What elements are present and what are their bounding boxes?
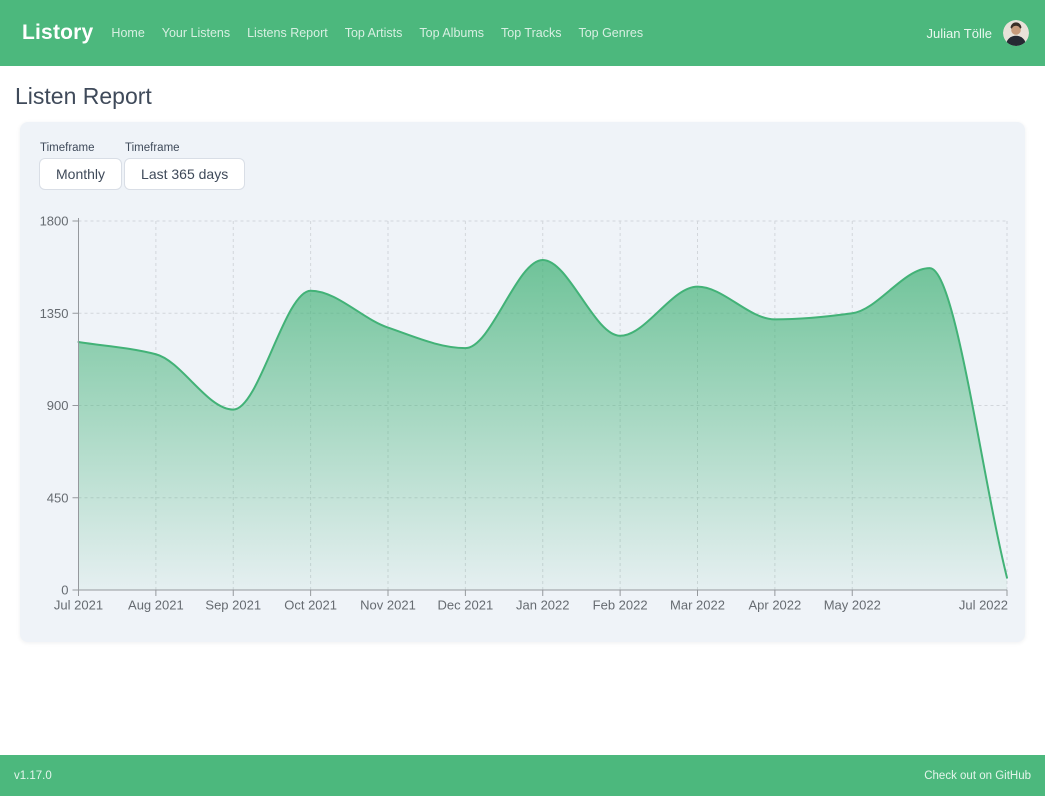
- nav-item-top-albums[interactable]: Top Albums: [419, 26, 485, 40]
- user-avatar[interactable]: [1003, 20, 1029, 46]
- nav-item-top-tracks[interactable]: Top Tracks: [501, 26, 562, 40]
- x-axis-tick-label: Mar 2022: [670, 598, 725, 613]
- y-axis-tick-label: 450: [47, 490, 69, 505]
- x-axis-tick-label: Aug 2021: [128, 598, 184, 613]
- nav-item-top-artists[interactable]: Top Artists: [344, 26, 403, 40]
- github-link[interactable]: Check out on GitHub: [924, 769, 1031, 782]
- listens-line: [77, 258, 1008, 579]
- footer: v1.17.0 Check out on GitHub: [0, 755, 1045, 796]
- x-axis-tick-label: May 2022: [824, 598, 881, 613]
- y-axis-tick-label: 1800: [40, 214, 69, 229]
- user-name[interactable]: Julian Tölle: [926, 25, 992, 41]
- x-axis-tick-label: Jan 2022: [516, 598, 570, 613]
- listens-area: [78, 259, 1007, 590]
- listen-report-chart: 0 450 900 1350 1800 Jul 2021 Aug 2021 Sep 2021 O…: [40, 214, 1008, 613]
- nav-item-your-listens[interactable]: Your Listens: [161, 26, 231, 40]
- x-axis-tick-label: Jul 2021: [54, 598, 103, 613]
- timeframe-range-filter: Timeframe Last 365 days: [124, 142, 246, 190]
- brand-logo[interactable]: Listory: [22, 21, 94, 44]
- x-axis-tick-label: Dec 2021: [438, 598, 494, 613]
- timeframe-filters: Timeframe Monthly Timeframe Last 365 day…: [39, 142, 1025, 190]
- y-axis-tick-label: 1350: [40, 306, 69, 321]
- y-axis-tick-label: 900: [47, 398, 69, 413]
- timeframe-mode-select[interactable]: Monthly: [39, 158, 123, 190]
- page-title: Listen Report: [15, 83, 152, 109]
- x-axis-tick-label: Nov 2021: [360, 598, 416, 613]
- x-axis-tick-label: Jul 2022: [959, 598, 1008, 613]
- user-menu: Julian Tölle: [926, 20, 1029, 46]
- timeframe-range-label: Timeframe: [125, 142, 180, 154]
- nav-item-top-genres[interactable]: Top Genres: [578, 26, 644, 40]
- nav-item-listens-report[interactable]: Listens Report: [247, 26, 328, 40]
- main-content: Listen Report Timeframe Monthly Timefram…: [0, 66, 1045, 755]
- timeframe-range-select[interactable]: Last 365 days: [124, 158, 246, 190]
- x-axis-tick-label: Sep 2021: [205, 598, 261, 613]
- y-axis-tick-label: 0: [61, 583, 68, 598]
- timeframe-mode-filter: Timeframe Monthly: [39, 142, 123, 190]
- timeframe-mode-label: Timeframe: [40, 142, 95, 154]
- x-axis-tick-label: Apr 2022: [748, 598, 801, 613]
- chart-container: 0 450 900 1350 1800 Jul 2021 Aug 2021 Sep 2021 O…: [20, 207, 1025, 622]
- report-card: Timeframe Monthly Timeframe Last 365 day…: [20, 122, 1025, 642]
- navbar: Listory Home Your Listens Listens Report…: [0, 0, 1045, 66]
- x-axis-tick-label: Feb 2022: [593, 598, 648, 613]
- main-nav: Home Your Listens Listens Report Top Art…: [111, 26, 643, 40]
- x-axis-tick-label: Oct 2021: [284, 598, 337, 613]
- nav-item-home[interactable]: Home: [111, 26, 145, 40]
- version-label: v1.17.0: [14, 769, 52, 782]
